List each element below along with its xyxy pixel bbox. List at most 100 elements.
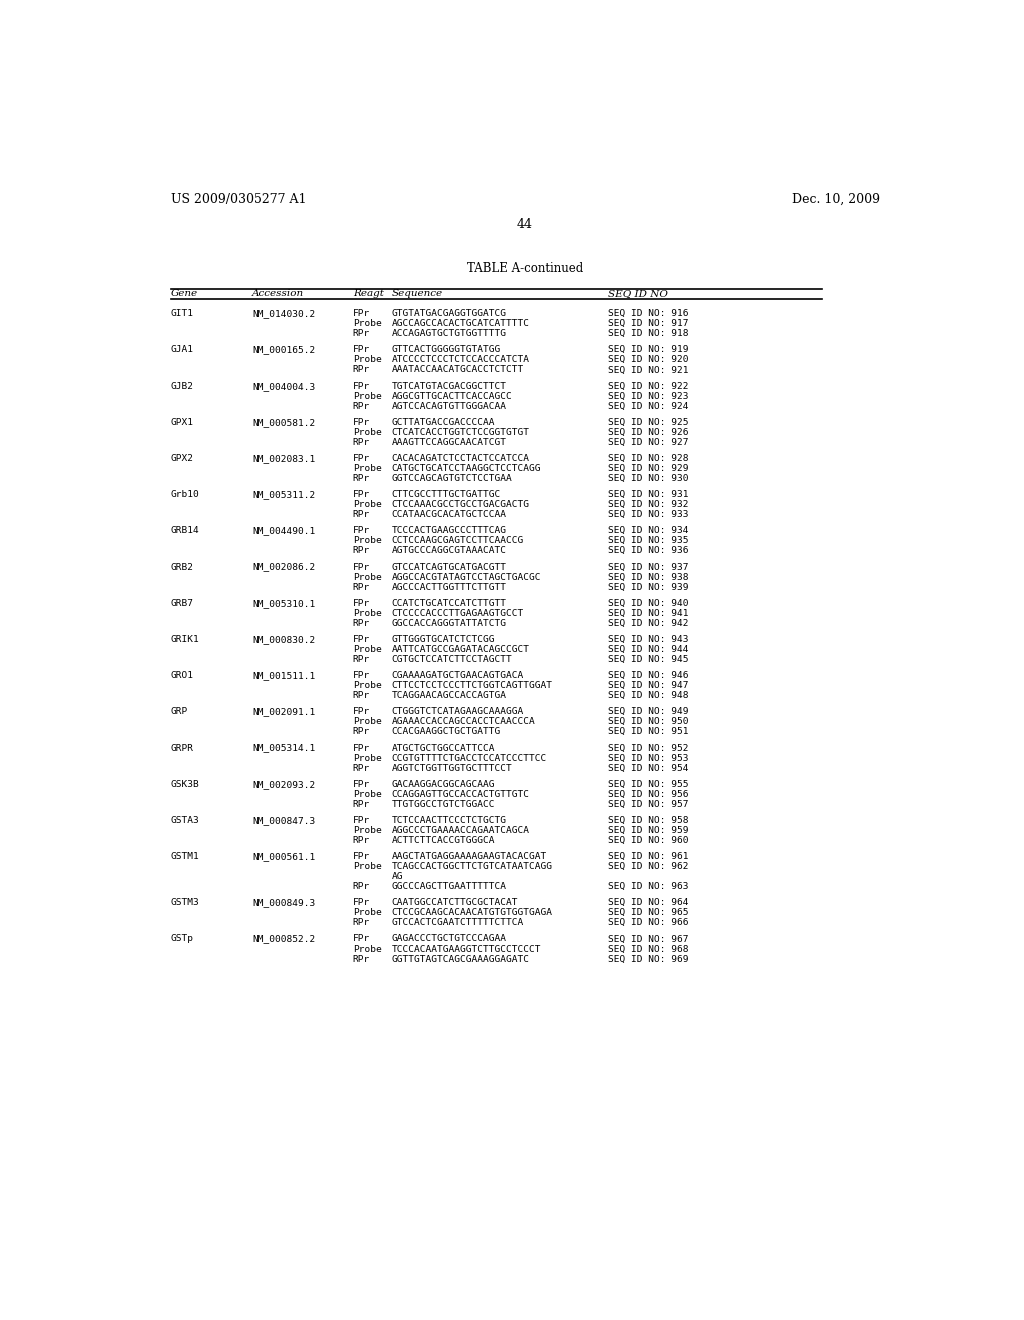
Text: SEQ ID NO: 968: SEQ ID NO: 968 [608, 945, 689, 953]
Text: GIT1: GIT1 [171, 309, 194, 318]
Text: FPr: FPr [352, 527, 370, 536]
Text: Probe: Probe [352, 862, 382, 871]
Text: FPr: FPr [352, 708, 370, 717]
Text: GRP: GRP [171, 708, 187, 717]
Text: SEQ ID NO: 962: SEQ ID NO: 962 [608, 862, 689, 871]
Text: CACACAGATCTCCTACTCCATCCA: CACACAGATCTCCTACTCCATCCA [391, 454, 529, 463]
Text: NM_001511.1: NM_001511.1 [252, 671, 315, 680]
Text: CGAAAAGATGCTGAACAGTGACA: CGAAAAGATGCTGAACAGTGACA [391, 671, 523, 680]
Text: SEQ ID NO: 946: SEQ ID NO: 946 [608, 671, 689, 680]
Text: AGAAACCACCAGCCACCTCAACCCA: AGAAACCACCAGCCACCTCAACCCA [391, 717, 536, 726]
Text: FPr: FPr [352, 599, 370, 607]
Text: GRIK1: GRIK1 [171, 635, 200, 644]
Text: FPr: FPr [352, 935, 370, 944]
Text: AGGCCACGTATAGTCCTAGCTGACGC: AGGCCACGTATAGTCCTAGCTGACGC [391, 573, 541, 582]
Text: GTTGGGTGCATCTCTCGG: GTTGGGTGCATCTCTCGG [391, 635, 495, 644]
Text: SEQ ID NO: 924: SEQ ID NO: 924 [608, 401, 689, 411]
Text: CCATCTGCATCCATCTTGTT: CCATCTGCATCCATCTTGTT [391, 599, 507, 607]
Text: GRO1: GRO1 [171, 671, 194, 680]
Text: AAGCTATGAGGAAAAGAAGTACACGAT: AAGCTATGAGGAAAAGAAGTACACGAT [391, 853, 547, 861]
Text: AATTCATGCCGAGATACAGCCGCT: AATTCATGCCGAGATACAGCCGCT [391, 645, 529, 653]
Text: SEQ ID NO: 954: SEQ ID NO: 954 [608, 763, 689, 772]
Text: AAAGTTCCAGGCAACATCGT: AAAGTTCCAGGCAACATCGT [391, 438, 507, 447]
Text: SEQ ID NO: 948: SEQ ID NO: 948 [608, 692, 689, 700]
Text: SEQ ID NO: 923: SEQ ID NO: 923 [608, 392, 689, 401]
Text: NM_002091.1: NM_002091.1 [252, 708, 315, 717]
Text: RPr: RPr [352, 582, 370, 591]
Text: Probe: Probe [352, 908, 382, 917]
Text: GSK3B: GSK3B [171, 780, 200, 789]
Text: TABLE A-continued: TABLE A-continued [467, 263, 583, 276]
Text: CTCCGCAAGCACAACATGTGTGGTGAGA: CTCCGCAAGCACAACATGTGTGGTGAGA [391, 908, 553, 917]
Text: NM_000165.2: NM_000165.2 [252, 346, 315, 355]
Text: GTCCACTCGAATCTTTTTCTTCA: GTCCACTCGAATCTTTTTCTTCA [391, 919, 523, 928]
Text: Probe: Probe [352, 789, 382, 799]
Text: GSTp: GSTp [171, 935, 194, 944]
Text: NM_000830.2: NM_000830.2 [252, 635, 315, 644]
Text: GAGACCCTGCTGTCCCAGAA: GAGACCCTGCTGTCCCAGAA [391, 935, 507, 944]
Text: RPr: RPr [352, 727, 370, 737]
Text: SEQ ID NO: 941: SEQ ID NO: 941 [608, 609, 689, 618]
Text: GGCCCAGCTTGAATTTTTCA: GGCCCAGCTTGAATTTTTCA [391, 882, 507, 891]
Text: SEQ ID NO: 927: SEQ ID NO: 927 [608, 438, 689, 447]
Text: AGTCCACAGTGTTGGGACAA: AGTCCACAGTGTTGGGACAA [391, 401, 507, 411]
Text: GGTTGTAGTCAGCGAAAGGAGATC: GGTTGTAGTCAGCGAAAGGAGATC [391, 954, 529, 964]
Text: GGTCCAGCAGTGTCTCCTGAA: GGTCCAGCAGTGTCTCCTGAA [391, 474, 512, 483]
Text: NM_002083.1: NM_002083.1 [252, 454, 315, 463]
Text: GPX1: GPX1 [171, 418, 194, 426]
Text: FPr: FPr [352, 671, 370, 680]
Text: SEQ ID NO: 919: SEQ ID NO: 919 [608, 346, 689, 355]
Text: Accession: Accession [252, 289, 304, 298]
Text: RPr: RPr [352, 763, 370, 772]
Text: SEQ ID NO: 950: SEQ ID NO: 950 [608, 717, 689, 726]
Text: CCGTGTTTTCTGACCTCCATCCCTTCC: CCGTGTTTTCTGACCTCCATCCCTTCC [391, 754, 547, 763]
Text: Dec. 10, 2009: Dec. 10, 2009 [792, 193, 880, 206]
Text: CTCCCCACCCTTGAGAAGTGCCT: CTCCCCACCCTTGAGAAGTGCCT [391, 609, 523, 618]
Text: Probe: Probe [352, 465, 382, 473]
Text: GJA1: GJA1 [171, 346, 194, 355]
Text: GPX2: GPX2 [171, 454, 194, 463]
Text: RPr: RPr [352, 438, 370, 447]
Text: AGCCAGCCACACTGCATCATTTTC: AGCCAGCCACACTGCATCATTTTC [391, 319, 529, 329]
Text: GTTCACTGGGGGTGTATGG: GTTCACTGGGGGTGTATGG [391, 346, 501, 355]
Text: TCCCACAATGAAGGTCTTGCCTCCCT: TCCCACAATGAAGGTCTTGCCTCCCT [391, 945, 541, 953]
Text: Sequence: Sequence [391, 289, 442, 298]
Text: FPr: FPr [352, 816, 370, 825]
Text: NM_000561.1: NM_000561.1 [252, 853, 315, 861]
Text: Probe: Probe [352, 536, 382, 545]
Text: SEQ ID NO: 937: SEQ ID NO: 937 [608, 562, 689, 572]
Text: CCAGGAGTTGCCACCACTGTTGTC: CCAGGAGTTGCCACCACTGTTGTC [391, 789, 529, 799]
Text: TCAGGAACAGCCACCAGTGA: TCAGGAACAGCCACCAGTGA [391, 692, 507, 700]
Text: SEQ ID NO: 939: SEQ ID NO: 939 [608, 582, 689, 591]
Text: SEQ ID NO: 952: SEQ ID NO: 952 [608, 743, 689, 752]
Text: NM_000581.2: NM_000581.2 [252, 418, 315, 426]
Text: SEQ ID NO: 918: SEQ ID NO: 918 [608, 329, 689, 338]
Text: RPr: RPr [352, 882, 370, 891]
Text: SEQ ID NO: 930: SEQ ID NO: 930 [608, 474, 689, 483]
Text: NM_014030.2: NM_014030.2 [252, 309, 315, 318]
Text: Probe: Probe [352, 392, 382, 401]
Text: SEQ ID NO: 936: SEQ ID NO: 936 [608, 546, 689, 556]
Text: GJB2: GJB2 [171, 381, 194, 391]
Text: SEQ ID NO: 965: SEQ ID NO: 965 [608, 908, 689, 917]
Text: FPr: FPr [352, 853, 370, 861]
Text: GSTM1: GSTM1 [171, 853, 200, 861]
Text: Probe: Probe [352, 573, 382, 582]
Text: AGGTCTGGTTGGTGCTTTCCT: AGGTCTGGTTGGTGCTTTCCT [391, 763, 512, 772]
Text: Probe: Probe [352, 717, 382, 726]
Text: GRB2: GRB2 [171, 562, 194, 572]
Text: GACAAGGACGGCAGCAAG: GACAAGGACGGCAGCAAG [391, 780, 495, 789]
Text: SEQ ID NO: 961: SEQ ID NO: 961 [608, 853, 689, 861]
Text: SEQ ID NO: 929: SEQ ID NO: 929 [608, 465, 689, 473]
Text: GRB7: GRB7 [171, 599, 194, 607]
Text: SEQ ID NO: 926: SEQ ID NO: 926 [608, 428, 689, 437]
Text: SEQ ID NO: 925: SEQ ID NO: 925 [608, 418, 689, 426]
Text: SEQ ID NO: 964: SEQ ID NO: 964 [608, 899, 689, 907]
Text: NM_002086.2: NM_002086.2 [252, 562, 315, 572]
Text: SEQ ID NO: 966: SEQ ID NO: 966 [608, 919, 689, 928]
Text: CCTCCAAGCGAGTCCTTCAACCG: CCTCCAAGCGAGTCCTTCAACCG [391, 536, 523, 545]
Text: AGGCCCTGAAAACCAGAATCAGCA: AGGCCCTGAAAACCAGAATCAGCA [391, 826, 529, 836]
Text: SEQ ID NO: 935: SEQ ID NO: 935 [608, 536, 689, 545]
Text: AG: AG [391, 873, 403, 882]
Text: FPr: FPr [352, 346, 370, 355]
